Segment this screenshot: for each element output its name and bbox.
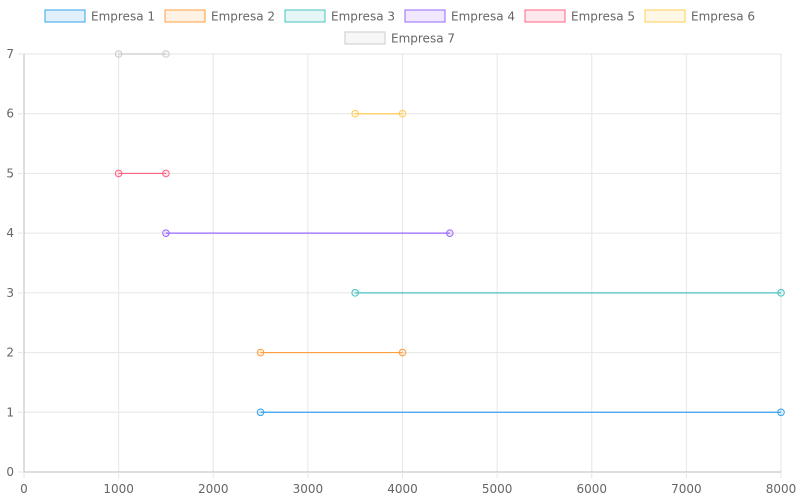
legend-item-5[interactable]: Empresa 5 [524, 9, 635, 24]
x-tick-label: 1000 [103, 482, 134, 496]
x-tick-label: 7000 [671, 482, 702, 496]
legend-label: Empresa 1 [91, 10, 155, 24]
legend-label: Empresa 6 [691, 10, 755, 24]
data-point[interactable] [162, 50, 170, 58]
y-tick-label: 5 [6, 166, 14, 180]
y-tick-label: 4 [6, 226, 14, 240]
data-point[interactable] [162, 169, 170, 178]
data-point[interactable] [256, 348, 265, 357]
legend-swatch [644, 9, 686, 23]
series-1 [256, 408, 785, 417]
legend: Empresa 1 Empresa 2 Empresa 3 Empresa 4 Empr… [44, 9, 755, 46]
data-point[interactable] [162, 229, 170, 237]
series-4 [162, 229, 454, 237]
x-axis-ticks: 0 1000 2000 3000 4000 5000 6000 7000 8000 [20, 472, 796, 496]
legend-label: Empresa 4 [451, 10, 515, 24]
legend-item-6[interactable]: Empresa 6 [644, 9, 755, 24]
data-point[interactable] [398, 348, 407, 357]
y-tick-label: 6 [6, 107, 14, 121]
series-2 [256, 348, 407, 357]
data-point[interactable] [398, 109, 407, 118]
legend-item-7[interactable]: Empresa 7 [344, 31, 455, 46]
y-tick-label: 7 [6, 47, 14, 61]
x-tick-label: 2000 [198, 482, 229, 496]
x-tick-label: 6000 [576, 482, 607, 496]
legend-swatch [284, 9, 326, 23]
data-point[interactable] [114, 169, 123, 178]
legend-label: Empresa 5 [571, 10, 635, 24]
plot-area [114, 50, 785, 417]
y-tick-label: 3 [6, 286, 14, 300]
legend-swatch [404, 9, 446, 23]
legend-label: Empresa 3 [331, 10, 395, 24]
x-tick-label: 5000 [482, 482, 513, 496]
series-6 [351, 109, 407, 118]
legend-swatch [44, 9, 86, 23]
series-5 [114, 169, 170, 178]
x-tick-label: 0 [20, 482, 28, 496]
y-axis-ticks: 0 1 2 3 4 5 6 7 [6, 47, 24, 479]
legend-item-4[interactable]: Empresa 4 [404, 9, 515, 24]
legend-item-3[interactable]: Empresa 3 [284, 9, 395, 24]
data-point[interactable] [777, 289, 785, 297]
data-point[interactable] [351, 109, 359, 118]
y-tick-label: 0 [6, 465, 14, 479]
data-point[interactable] [777, 408, 785, 417]
x-tick-label: 8000 [766, 482, 797, 496]
data-point[interactable] [351, 289, 359, 297]
x-tick-label: 4000 [387, 482, 418, 496]
legend-swatch [344, 31, 386, 45]
data-point[interactable] [114, 50, 123, 58]
legend-item-2[interactable]: Empresa 2 [164, 9, 275, 24]
legend-swatch [524, 9, 566, 23]
legend-label: Empresa 7 [391, 32, 455, 46]
legend-swatch [164, 9, 206, 23]
legend-label: Empresa 2 [211, 10, 275, 24]
y-tick-label: 1 [6, 405, 14, 419]
data-point[interactable] [446, 229, 454, 237]
y-tick-label: 2 [6, 346, 14, 360]
legend-item-1[interactable]: Empresa 1 [44, 9, 155, 24]
data-point[interactable] [256, 408, 265, 417]
series-3 [351, 289, 785, 297]
x-tick-label: 3000 [293, 482, 324, 496]
series-7 [114, 50, 170, 58]
